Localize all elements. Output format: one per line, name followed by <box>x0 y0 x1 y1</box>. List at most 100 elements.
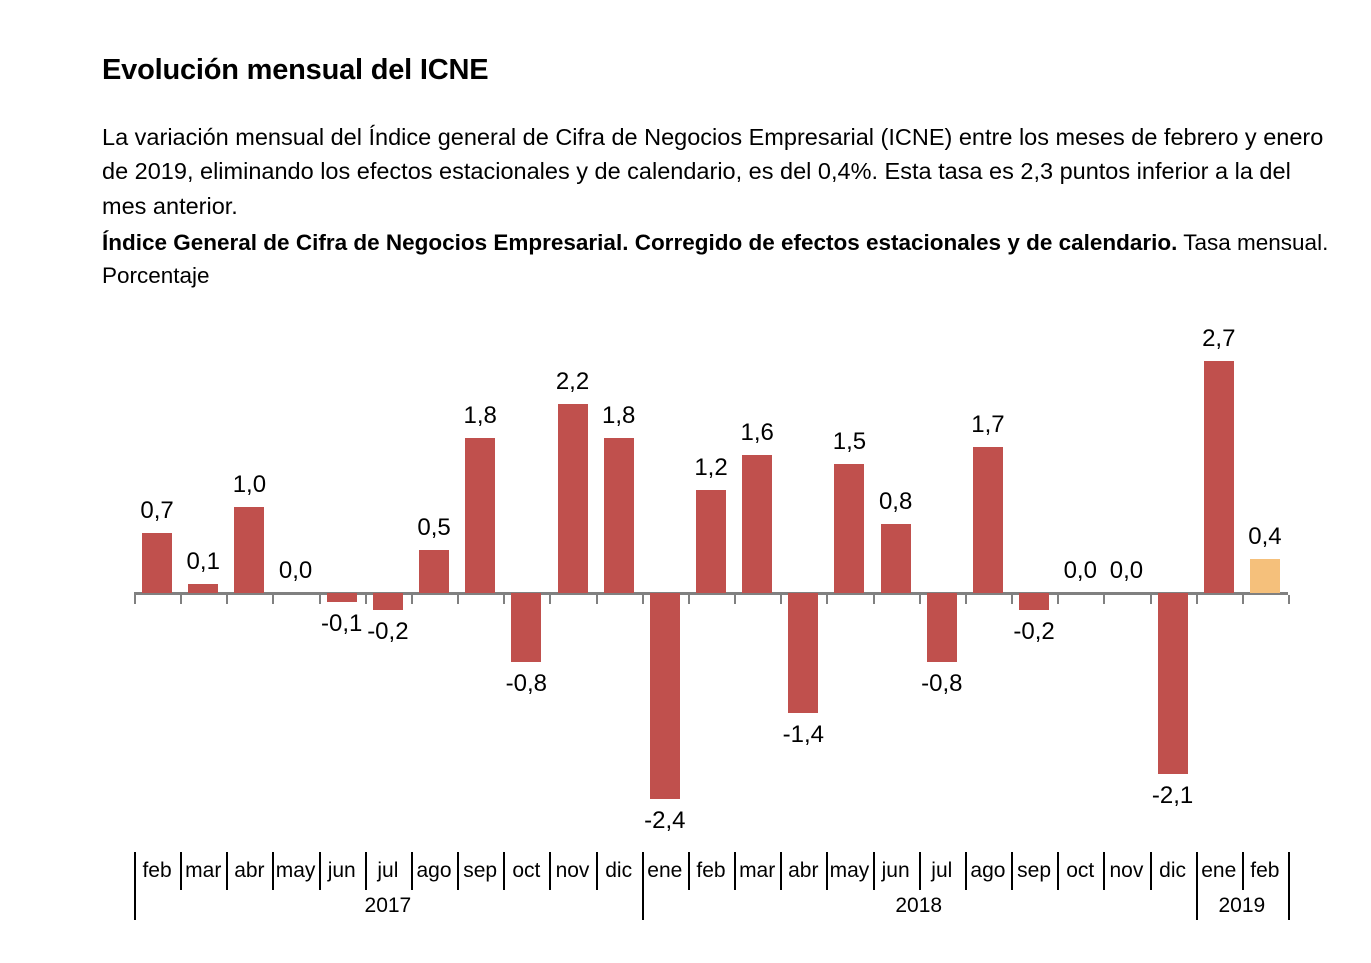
month-divider <box>1149 852 1152 890</box>
bar-value-label: 0,5 <box>417 514 451 541</box>
chart-subtitle-light: Tasa mensual. Porcentaje <box>102 230 1329 288</box>
month-label: jul <box>377 859 399 882</box>
month-label: feb <box>1250 859 1280 882</box>
bar[interactable] <box>557 403 588 593</box>
bar[interactable] <box>972 446 1003 593</box>
bar[interactable] <box>326 593 357 602</box>
axis-tick <box>687 595 690 604</box>
bar-value-label: -2,1 <box>1151 781 1194 809</box>
axis-tick <box>134 595 136 604</box>
bar-value-label: 1,6 <box>740 419 774 447</box>
year-divider <box>1195 852 1198 920</box>
axis-tick <box>318 595 321 604</box>
bar[interactable] <box>742 455 773 593</box>
month-divider <box>826 852 829 890</box>
month-label: nov <box>555 859 590 882</box>
lead-paragraph: La variación mensual del Índice general … <box>102 123 1324 219</box>
bar-value-label: -0,8 <box>921 669 963 697</box>
axis-tick <box>595 595 598 604</box>
month-divider <box>1103 852 1106 890</box>
chart-subtitle: Índice General de Cifra de Negocios Empr… <box>102 226 1334 292</box>
month-label: dic <box>1159 859 1187 882</box>
bar[interactable] <box>372 593 403 611</box>
bar-value-label: -2,4 <box>644 807 686 835</box>
month-label: may <box>829 859 870 882</box>
year-divider <box>641 852 644 920</box>
month-divider <box>964 852 967 890</box>
bar-value-label: 2,7 <box>1202 324 1236 352</box>
bar[interactable] <box>603 438 634 593</box>
axis-tick <box>964 595 967 604</box>
bar[interactable] <box>926 593 957 662</box>
month-divider <box>780 852 783 890</box>
month-divider <box>180 852 183 890</box>
month-divider <box>318 852 321 890</box>
month-divider <box>1241 852 1244 890</box>
month-label: feb <box>696 859 726 882</box>
month-label: oct <box>512 859 541 882</box>
month-label: abr <box>234 859 265 882</box>
bar[interactable] <box>1019 593 1050 611</box>
month-divider <box>226 852 229 890</box>
bar-value-label: 1,8 <box>601 402 636 430</box>
month-divider <box>918 852 921 890</box>
month-label: ene <box>1201 859 1237 882</box>
bar-value-label: 0,1 <box>186 548 220 576</box>
axis-tick <box>1057 595 1060 604</box>
bar-value-label: 2,2 <box>555 367 590 395</box>
bar[interactable] <box>465 438 496 593</box>
bar-value-label: -0,1 <box>321 609 363 637</box>
month-divider <box>549 852 552 890</box>
axis-tick <box>872 595 875 604</box>
axis-tick <box>1149 595 1152 604</box>
axis-tick <box>410 595 413 604</box>
month-label: ago <box>416 859 452 882</box>
axis-tick <box>364 595 367 604</box>
bar[interactable] <box>880 524 911 593</box>
month-label: oct <box>1066 859 1095 882</box>
month-divider <box>595 852 598 890</box>
axis-tick <box>918 595 921 604</box>
month-label: dic <box>605 859 633 882</box>
bar-value-label: 1,0 <box>232 471 267 498</box>
bar-value-label: -0,8 <box>505 669 548 697</box>
axis-tick <box>1195 595 1198 604</box>
bar[interactable] <box>188 584 219 593</box>
bar[interactable] <box>1157 593 1188 774</box>
bar-value-label: -0,2 <box>367 618 409 646</box>
bar-value-label: 1,8 <box>463 402 497 430</box>
bar-value-label: 0,0 <box>1063 557 1097 584</box>
axis-tick <box>272 595 275 604</box>
bar[interactable] <box>234 507 265 593</box>
bar[interactable] <box>1203 360 1234 593</box>
axis-tick <box>641 595 644 604</box>
month-divider <box>1057 852 1060 890</box>
month-label: ene <box>647 859 683 882</box>
bar[interactable] <box>834 464 865 593</box>
year-label: 2017 <box>364 894 412 917</box>
bar-value-label: 1,7 <box>971 410 1005 438</box>
bar-value-label: 0,0 <box>278 557 313 584</box>
month-label: jun <box>881 859 910 882</box>
month-divider <box>872 852 875 890</box>
month-label: abr <box>788 859 819 882</box>
bar-value-label: -1,4 <box>782 721 824 749</box>
year-divider <box>134 852 136 920</box>
axis-tick <box>780 595 783 604</box>
bar[interactable] <box>788 593 819 714</box>
bar[interactable] <box>649 593 680 800</box>
month-label: feb <box>142 859 172 882</box>
bar[interactable] <box>142 532 173 593</box>
bar[interactable] <box>419 550 450 593</box>
month-divider <box>734 852 737 890</box>
bar[interactable] <box>1249 558 1280 593</box>
month-divider <box>364 852 367 890</box>
month-label: mar <box>739 859 776 882</box>
bar-value-label: 0,0 <box>1109 557 1144 584</box>
axis-tick <box>549 595 552 604</box>
bar[interactable] <box>696 489 726 593</box>
month-label: sep <box>463 859 498 882</box>
bar[interactable] <box>511 593 542 662</box>
